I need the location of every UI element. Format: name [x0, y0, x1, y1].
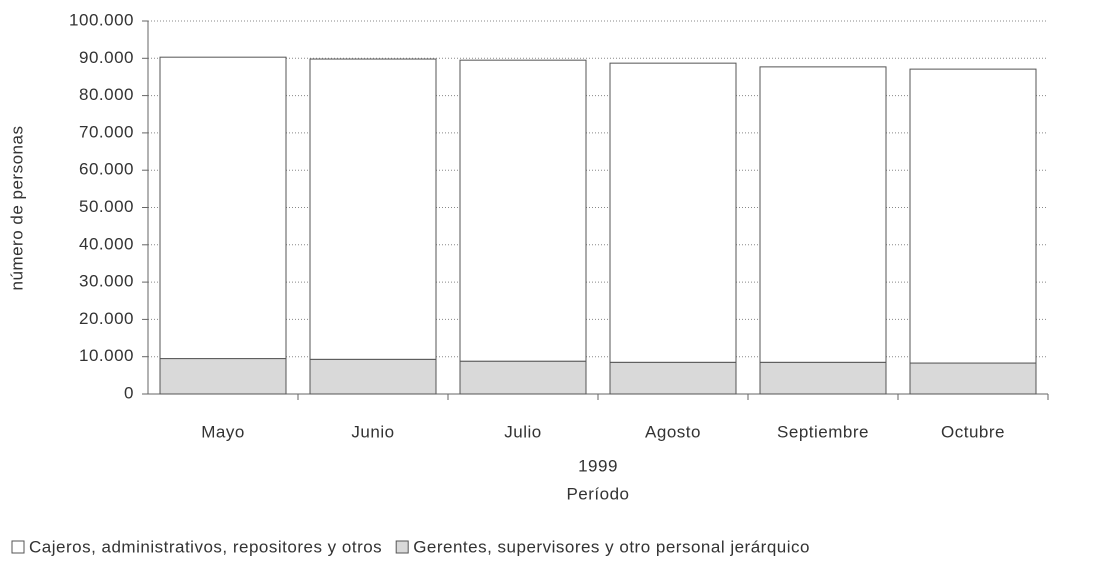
x-tick-label: Junio [351, 422, 394, 441]
x-tick-label: Agosto [645, 422, 701, 441]
legend-swatch [395, 540, 409, 554]
y-tick-label: 50.000 [79, 197, 134, 216]
bar-segment [309, 358, 437, 395]
y-tick-label: 70.000 [79, 122, 134, 141]
y-tick-label: 40.000 [79, 234, 134, 253]
bar-segment [909, 68, 1037, 364]
y-tick-label: 90.000 [79, 48, 134, 67]
bar-segment [459, 360, 587, 395]
bar-segment [159, 56, 287, 360]
y-axis-label: número de personas [7, 126, 26, 291]
bar-segment [909, 362, 1037, 395]
x-tick-label: Octubre [941, 422, 1005, 441]
x-tick-label: Septiembre [777, 422, 869, 441]
y-tick-label: 80.000 [79, 85, 134, 104]
bar-segment [459, 59, 587, 362]
bar-segment [609, 361, 737, 395]
y-tick-label: 30.000 [79, 272, 134, 291]
y-tick-label: 60.000 [79, 160, 134, 179]
legend-swatch [11, 540, 25, 554]
bar-segment [759, 361, 887, 395]
x-axis-label: 1999 [578, 456, 618, 475]
bar-segment [609, 62, 737, 363]
legend-label: Cajeros, administrativos, repositores y … [29, 537, 382, 556]
x-tick-label: Julio [504, 422, 541, 441]
y-tick-label: 10.000 [79, 346, 134, 365]
y-tick-label: 20.000 [79, 309, 134, 328]
x-tick-label: Mayo [201, 422, 245, 441]
bar-segment [759, 66, 887, 363]
y-tick-label: 100.000 [69, 10, 134, 29]
x-axis-label: Período [566, 484, 629, 503]
y-tick-label: 0 [124, 383, 134, 402]
legend-label: Gerentes, supervisores y otro personal j… [413, 537, 810, 556]
bar-segment [309, 58, 437, 360]
bar-segment [159, 358, 287, 395]
